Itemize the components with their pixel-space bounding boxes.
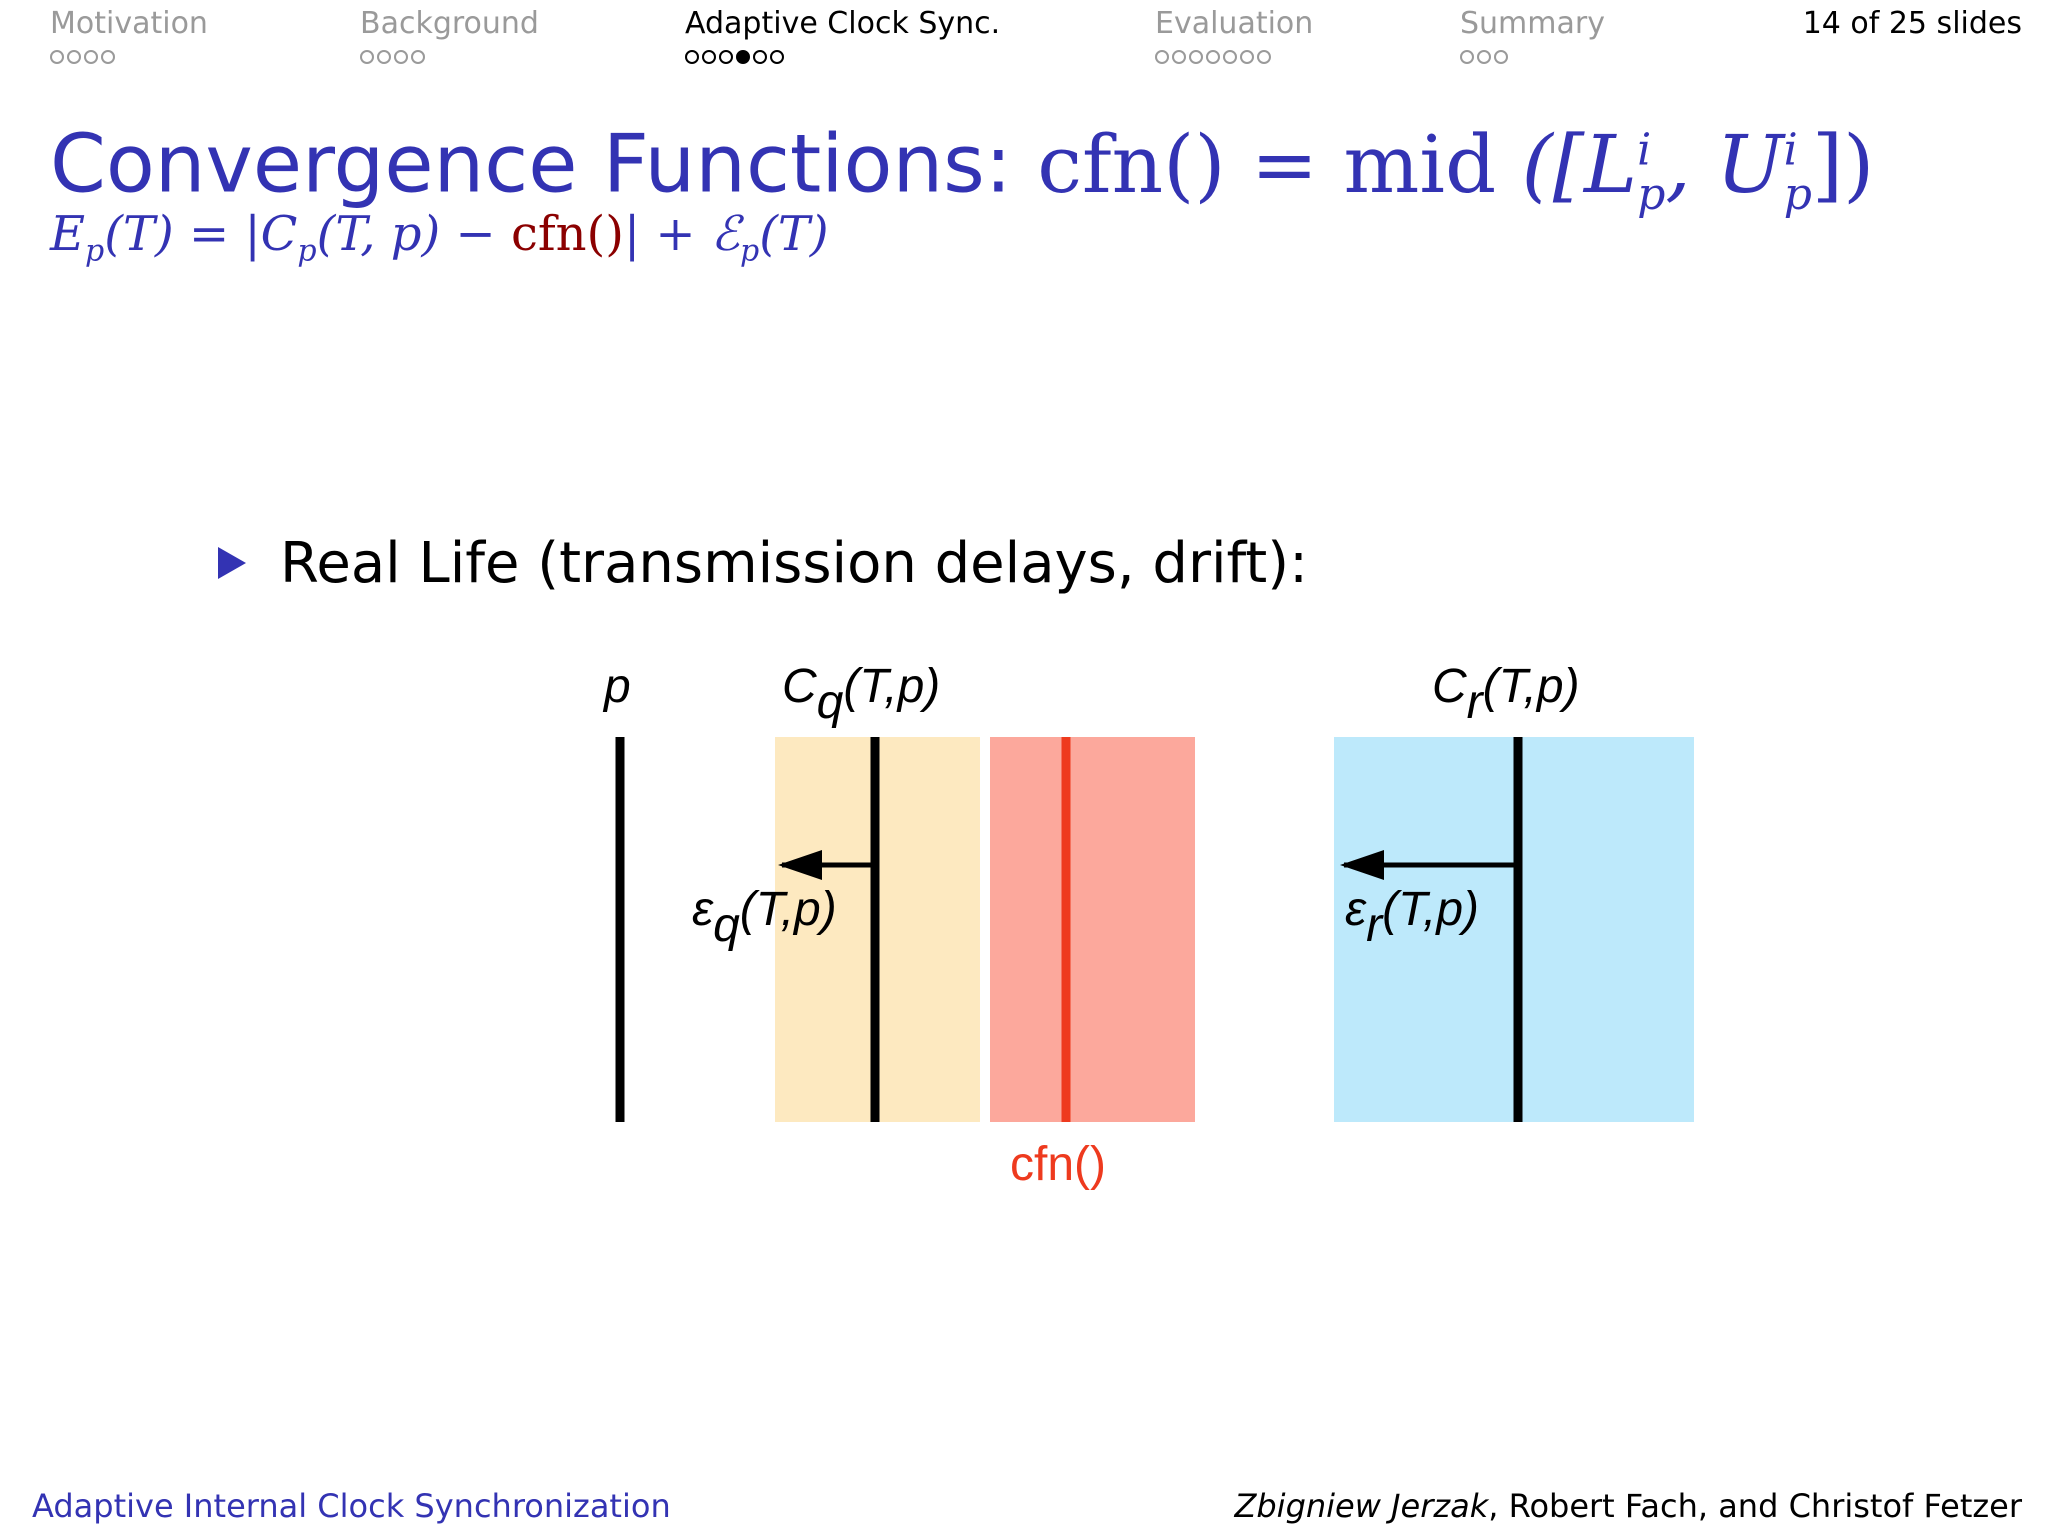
slide-dot[interactable] <box>1460 49 1474 64</box>
nav-section-evaluation[interactable]: Evaluation <box>1155 6 1313 66</box>
formula-rest: | + ℰ <box>624 206 740 262</box>
slide-dot[interactable] <box>1223 49 1237 64</box>
bullet-triangle-icon <box>218 546 246 579</box>
epsilon-r-arrowhead-icon <box>1340 850 1384 880</box>
title-sub-p-2: p <box>1783 168 1812 220</box>
frame-title-text: Convergence Functions: <box>50 117 1012 211</box>
label-epsilon-r: εr(T,p) <box>1345 883 1479 952</box>
formula-rest-args: (T) <box>759 206 829 262</box>
label-eq-main: ε <box>692 883 714 936</box>
title-equals: = <box>1251 117 1319 211</box>
label-cq-main: C <box>782 660 817 713</box>
nav-section-dots <box>360 46 539 66</box>
nav-section-label: Background <box>360 6 539 41</box>
label-eq-sub: q <box>713 899 740 952</box>
label-cr-args: (T,p) <box>1483 660 1580 713</box>
nav-section-label: Summary <box>1460 6 1605 41</box>
label-eq-args: (T,p) <box>740 883 837 936</box>
slide-dot[interactable] <box>685 49 699 64</box>
label-cr: Cr(T,p) <box>1432 660 1580 729</box>
label-er-args: (T,p) <box>1382 883 1479 936</box>
label-cq-args: (T,p) <box>843 660 940 713</box>
slide-dot[interactable] <box>411 49 425 64</box>
title-comma-u: , U <box>1665 117 1784 211</box>
slide-dot[interactable] <box>1494 49 1508 64</box>
slide-dot[interactable] <box>360 49 374 64</box>
epsilon-q-arrowhead-icon <box>778 850 822 880</box>
slide-dot[interactable] <box>1240 49 1254 64</box>
cfn-region <box>990 737 1195 1122</box>
formula-c-sub: p <box>297 233 317 269</box>
slide-dot[interactable] <box>50 49 64 64</box>
nav-section-adaptive-clock-sync[interactable]: Adaptive Clock Sync. <box>685 6 1000 66</box>
nav-section-summary[interactable]: Summary <box>1460 6 1605 66</box>
label-cq: Cq(T,p) <box>782 660 940 729</box>
nav-section-background[interactable]: Background <box>360 6 539 66</box>
footer-other-authors: , Robert Fach, and Christof Fetzer <box>1488 1487 2022 1525</box>
nav-section-dots <box>685 46 1000 66</box>
slide-dot[interactable] <box>702 49 716 64</box>
slide-dot[interactable] <box>394 49 408 64</box>
formula-lhs: E <box>50 206 86 262</box>
slide-dot[interactable] <box>1155 49 1169 64</box>
title-sup-i: i <box>1637 124 1652 175</box>
nav-section-dots <box>1155 46 1313 66</box>
nav-section-label: Motivation <box>50 6 208 41</box>
label-cr-main: C <box>1432 660 1467 713</box>
label-p: p <box>602 660 631 713</box>
slide-dot[interactable] <box>1189 49 1203 64</box>
nav-section-motivation[interactable]: Motivation <box>50 6 208 66</box>
slide-dot[interactable] <box>1257 49 1271 64</box>
slide-dot[interactable] <box>101 49 115 64</box>
label-er-sub: r <box>1366 899 1384 952</box>
frame-title-math: cfn() = mid ([Lip, Uip]) <box>1037 117 1875 220</box>
formula-c-args: (T, p) − <box>316 206 511 262</box>
footer-authors: Zbigniew Jerzak, Robert Fach, and Christ… <box>1234 1486 2022 1526</box>
slide-dot[interactable] <box>67 49 81 64</box>
nav-section-label: Evaluation <box>1155 6 1314 41</box>
title-cfn: cfn() <box>1037 117 1226 211</box>
nav-section-dots <box>1460 46 1605 66</box>
title-sup-i-2: i <box>1783 124 1798 175</box>
current-slide-dot[interactable] <box>736 49 750 64</box>
frame-title: Convergence Functions: cfn() = mid ([Lip… <box>50 102 1874 243</box>
slide-dot[interactable] <box>1477 49 1491 64</box>
slide-dot[interactable] <box>377 49 391 64</box>
label-cq-sub: q <box>817 676 844 729</box>
label-epsilon-q: εq(T,p) <box>692 883 837 952</box>
footer-first-author: Zbigniew Jerzak <box>1234 1487 1489 1525</box>
formula-lhs-sub: p <box>85 233 105 269</box>
formula-cfn: cfn() <box>510 206 624 262</box>
nav-section-dots <box>50 46 208 66</box>
slide-dot[interactable] <box>1206 49 1220 64</box>
formula-rest-sub: p <box>739 233 760 269</box>
nav-section-label: Adaptive Clock Sync. <box>685 6 1001 41</box>
convergence-diagram: p Cq(T,p) Cr(T,p) εq(T,p) εr(T,p) cfn() <box>560 640 1760 1200</box>
label-cfn: cfn() <box>1010 1138 1106 1191</box>
slide-counter: 14 of 25 slides <box>1802 6 2022 41</box>
slide-dot[interactable] <box>84 49 98 64</box>
footer-title: Adaptive Internal Clock Synchronization <box>32 1487 671 1525</box>
formula-lhs-args: (T) = |C <box>104 206 298 262</box>
label-cr-sub: r <box>1467 676 1485 729</box>
error-formula: Ep(T) = |Cp(T, p) − cfn()| + ℰp(T) <box>50 204 829 282</box>
label-er-main: ε <box>1345 883 1367 936</box>
slide-dot[interactable] <box>770 49 784 64</box>
slide-dot[interactable] <box>1172 49 1186 64</box>
bullet-item: Real Life (transmission delays, drift): <box>218 530 1308 598</box>
title-mid: mid <box>1343 117 1497 211</box>
bullet-text: Real Life (transmission delays, drift): <box>280 531 1308 596</box>
section-navigation: Motivation Background Adaptive Clock Syn… <box>0 0 2048 80</box>
slide-dot[interactable] <box>753 49 767 64</box>
title-sub-p: p <box>1637 168 1666 220</box>
title-args-open: ([L <box>1521 117 1638 211</box>
slide-dot[interactable] <box>719 49 733 64</box>
title-args-close: ]) <box>1811 117 1875 211</box>
